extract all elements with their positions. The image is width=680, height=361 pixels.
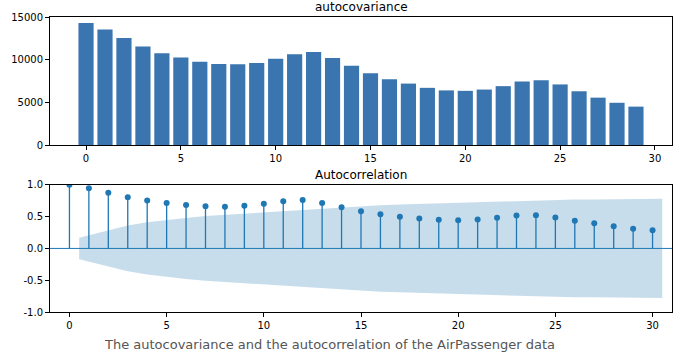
svg-text:20: 20	[452, 320, 465, 331]
svg-text:-1.0: -1.0	[23, 307, 43, 318]
svg-text:15000: 15000	[11, 12, 43, 23]
svg-text:1.0: 1.0	[27, 179, 43, 190]
svg-text:15: 15	[355, 320, 368, 331]
svg-text:30: 30	[646, 320, 659, 331]
svg-text:Autocorrelation: Autocorrelation	[315, 168, 407, 182]
svg-text:30: 30	[649, 153, 662, 164]
svg-text:10: 10	[269, 153, 282, 164]
svg-text:0.0: 0.0	[27, 243, 43, 254]
svg-text:10: 10	[257, 320, 270, 331]
svg-text:5000: 5000	[18, 97, 43, 108]
svg-text:5: 5	[163, 320, 169, 331]
svg-text:0.5: 0.5	[27, 211, 43, 222]
svg-text:15: 15	[364, 153, 377, 164]
svg-text:0: 0	[66, 320, 72, 331]
svg-text:25: 25	[549, 320, 562, 331]
svg-text:-0.5: -0.5	[23, 275, 43, 286]
svg-text:20: 20	[459, 153, 472, 164]
svg-text:10000: 10000	[11, 54, 43, 65]
svg-text:0: 0	[83, 153, 89, 164]
svg-text:5: 5	[178, 153, 184, 164]
svg-text:The autocovariance and the aut: The autocovariance and the autocorrelati…	[104, 337, 555, 352]
svg-text:25: 25	[554, 153, 567, 164]
svg-text:autocovariance: autocovariance	[315, 0, 408, 14]
svg-text:0: 0	[37, 140, 43, 151]
